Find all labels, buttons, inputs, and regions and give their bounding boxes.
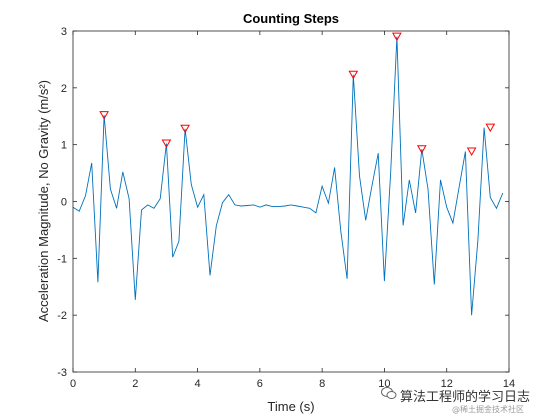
y-tick-label: -3	[57, 367, 67, 379]
peak-marker	[466, 147, 477, 156]
y-tick-label: 0	[61, 197, 67, 209]
x-tick-label: 2	[132, 378, 138, 390]
peak-marker	[161, 139, 172, 149]
y-tick-label: 2	[61, 83, 67, 95]
chart-title: Counting Steps	[243, 11, 339, 26]
peak-marker	[392, 32, 402, 42]
peak-marker	[180, 124, 190, 134]
watermark-subtitle: @稀土掘金技术社区	[452, 405, 524, 414]
y-tick-label: -2	[57, 310, 67, 322]
x-tick-label: 6	[257, 378, 263, 390]
wechat-icon	[381, 387, 397, 399]
y-axis-label: Acceleration Magnitude, No Gravity (m/s²…	[36, 80, 51, 322]
peak-marker	[485, 123, 496, 133]
y-tick-label: -1	[57, 253, 67, 265]
y-tick-label: 1	[61, 140, 67, 152]
peak-marker	[348, 70, 359, 80]
peak-markers	[99, 32, 496, 156]
plot-area	[73, 31, 509, 372]
x-tick-label: 14	[503, 378, 515, 390]
x-tick-label: 0	[70, 378, 76, 390]
x-tick-label: 4	[195, 378, 201, 390]
x-tick-label: 10	[378, 378, 390, 390]
y-axis: -3 -2 -1 0 1 2 3	[57, 26, 509, 379]
x-tick-label: 8	[319, 378, 325, 390]
peak-marker	[416, 145, 427, 154]
x-tick-label: 12	[441, 378, 453, 390]
y-tick-label: 3	[61, 26, 67, 38]
x-axis-label: Time (s)	[267, 399, 314, 414]
watermark-title: 算法工程师的学习日志	[400, 390, 531, 405]
plot-box	[72, 30, 510, 373]
peak-marker	[99, 111, 110, 120]
series-line	[72, 36, 504, 316]
